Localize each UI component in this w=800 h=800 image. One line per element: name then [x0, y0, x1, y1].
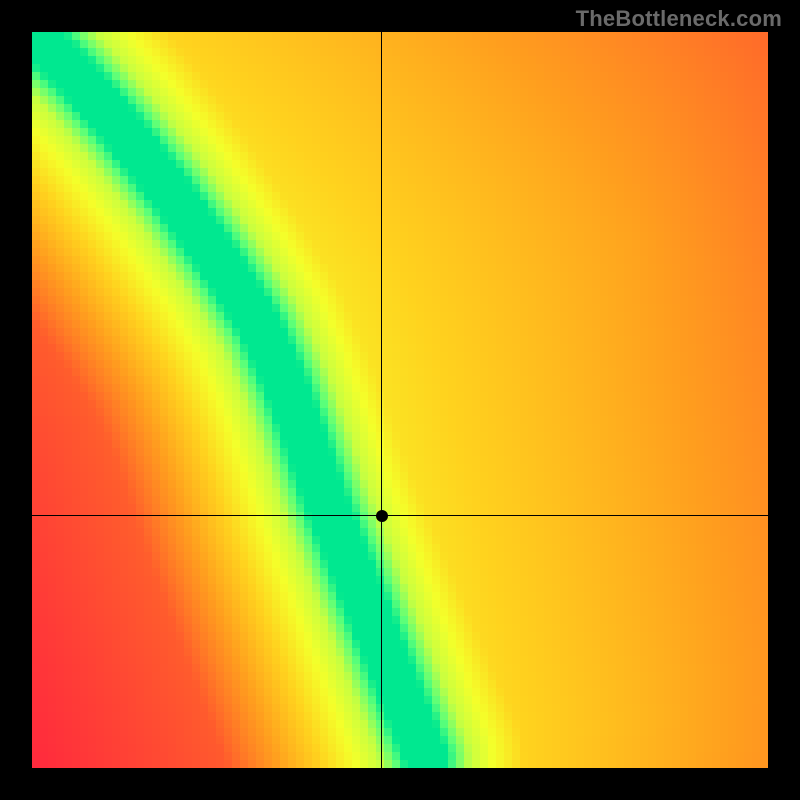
crosshair-vertical	[381, 32, 382, 768]
heatmap-canvas	[32, 32, 768, 768]
crosshair-dot	[376, 510, 388, 522]
watermark-text: TheBottleneck.com	[576, 6, 782, 32]
crosshair-horizontal	[32, 515, 768, 516]
heatmap-plot	[32, 32, 768, 768]
chart-container: TheBottleneck.com	[0, 0, 800, 800]
